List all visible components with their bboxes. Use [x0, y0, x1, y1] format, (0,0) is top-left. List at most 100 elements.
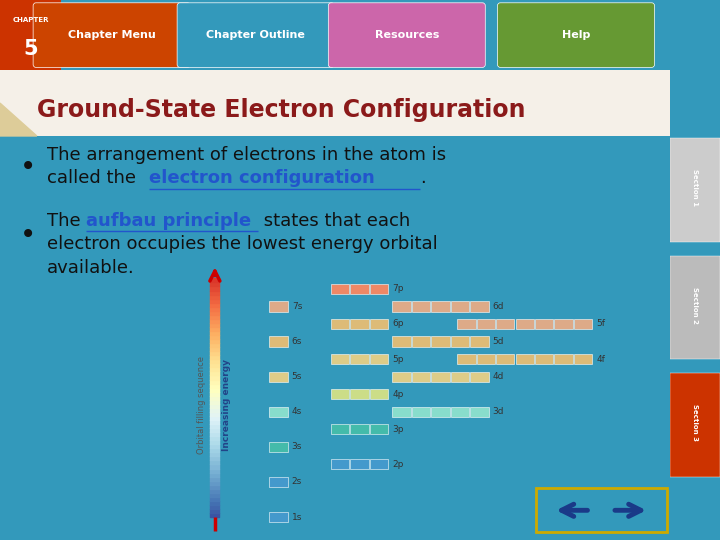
FancyBboxPatch shape [554, 319, 573, 329]
Text: 7s: 7s [292, 302, 302, 311]
Text: Section 1: Section 1 [692, 169, 698, 206]
FancyBboxPatch shape [350, 389, 369, 399]
Text: 4f: 4f [596, 355, 606, 363]
Text: Help: Help [562, 30, 590, 40]
Text: 2p: 2p [392, 460, 404, 469]
Text: Chapter Outline: Chapter Outline [206, 30, 305, 40]
Text: 5s: 5s [292, 372, 302, 381]
FancyBboxPatch shape [451, 301, 469, 312]
FancyBboxPatch shape [498, 3, 654, 68]
FancyBboxPatch shape [330, 284, 349, 294]
FancyBboxPatch shape [496, 319, 515, 329]
FancyBboxPatch shape [554, 354, 573, 364]
FancyBboxPatch shape [330, 319, 349, 329]
FancyBboxPatch shape [392, 301, 410, 312]
Text: available.: available. [47, 259, 135, 276]
Text: 3s: 3s [292, 442, 302, 451]
Text: Chapter Menu: Chapter Menu [68, 30, 156, 40]
FancyBboxPatch shape [269, 372, 288, 382]
FancyBboxPatch shape [670, 373, 720, 477]
FancyBboxPatch shape [535, 319, 554, 329]
FancyBboxPatch shape [350, 354, 369, 364]
Text: 4d: 4d [492, 372, 504, 381]
Text: 5d: 5d [492, 337, 504, 346]
Text: Orbital filling sequence: Orbital filling sequence [197, 356, 207, 454]
FancyBboxPatch shape [412, 336, 430, 347]
Text: electron occupies the lowest energy orbital: electron occupies the lowest energy orbi… [47, 235, 438, 253]
FancyBboxPatch shape [369, 424, 388, 434]
FancyBboxPatch shape [451, 372, 469, 382]
FancyBboxPatch shape [369, 460, 388, 469]
FancyBboxPatch shape [369, 354, 388, 364]
Text: 4p: 4p [392, 390, 404, 399]
FancyBboxPatch shape [431, 336, 449, 347]
FancyBboxPatch shape [269, 442, 288, 452]
FancyBboxPatch shape [457, 354, 475, 364]
Text: 6d: 6d [492, 302, 504, 311]
Text: The: The [47, 212, 86, 230]
FancyBboxPatch shape [412, 301, 430, 312]
FancyBboxPatch shape [269, 477, 288, 487]
FancyBboxPatch shape [412, 407, 430, 417]
Polygon shape [0, 103, 37, 136]
Text: •: • [20, 152, 36, 180]
FancyBboxPatch shape [496, 354, 515, 364]
FancyBboxPatch shape [431, 407, 449, 417]
FancyBboxPatch shape [350, 460, 369, 469]
Text: 4s: 4s [292, 407, 302, 416]
FancyBboxPatch shape [470, 336, 489, 347]
FancyBboxPatch shape [392, 372, 410, 382]
FancyBboxPatch shape [369, 389, 388, 399]
Text: .: . [420, 169, 426, 187]
Text: aufbau principle: aufbau principle [86, 212, 251, 230]
Text: 2s: 2s [292, 477, 302, 487]
Text: Increasing energy: Increasing energy [222, 359, 231, 451]
FancyBboxPatch shape [392, 407, 410, 417]
FancyBboxPatch shape [330, 389, 349, 399]
FancyBboxPatch shape [269, 301, 288, 312]
Text: Section 2: Section 2 [692, 287, 698, 323]
FancyBboxPatch shape [350, 319, 369, 329]
FancyBboxPatch shape [0, 0, 61, 70]
FancyBboxPatch shape [451, 407, 469, 417]
Text: 6p: 6p [392, 320, 404, 328]
FancyBboxPatch shape [33, 3, 190, 68]
FancyBboxPatch shape [392, 336, 410, 347]
FancyBboxPatch shape [670, 256, 720, 359]
FancyBboxPatch shape [535, 354, 554, 364]
Text: electron configuration: electron configuration [148, 169, 374, 187]
FancyBboxPatch shape [477, 354, 495, 364]
Text: 5f: 5f [596, 320, 606, 328]
FancyBboxPatch shape [177, 3, 334, 68]
FancyBboxPatch shape [269, 407, 288, 417]
FancyBboxPatch shape [516, 319, 534, 329]
FancyBboxPatch shape [350, 284, 369, 294]
Text: states that each: states that each [258, 212, 410, 230]
Text: 3p: 3p [392, 425, 404, 434]
FancyBboxPatch shape [470, 407, 489, 417]
Text: The arrangement of electrons in the atom is: The arrangement of electrons in the atom… [47, 146, 446, 164]
FancyBboxPatch shape [350, 424, 369, 434]
Text: 5p: 5p [392, 355, 404, 363]
FancyBboxPatch shape [0, 70, 670, 136]
Text: Resources: Resources [374, 30, 439, 40]
Text: 5: 5 [23, 39, 38, 59]
Text: called the: called the [47, 169, 142, 187]
FancyBboxPatch shape [574, 319, 593, 329]
FancyBboxPatch shape [516, 354, 534, 364]
Text: CHAPTER: CHAPTER [12, 17, 49, 23]
FancyBboxPatch shape [369, 284, 388, 294]
FancyBboxPatch shape [269, 512, 288, 522]
FancyBboxPatch shape [330, 424, 349, 434]
FancyBboxPatch shape [412, 372, 430, 382]
Text: 3d: 3d [492, 407, 504, 416]
Text: 6s: 6s [292, 337, 302, 346]
FancyBboxPatch shape [457, 319, 475, 329]
Text: Ground-State Electron Configuration: Ground-State Electron Configuration [37, 98, 526, 122]
Text: •: • [20, 221, 36, 248]
FancyBboxPatch shape [269, 336, 288, 347]
FancyBboxPatch shape [477, 319, 495, 329]
FancyBboxPatch shape [670, 138, 720, 242]
FancyBboxPatch shape [574, 354, 593, 364]
FancyBboxPatch shape [328, 3, 485, 68]
